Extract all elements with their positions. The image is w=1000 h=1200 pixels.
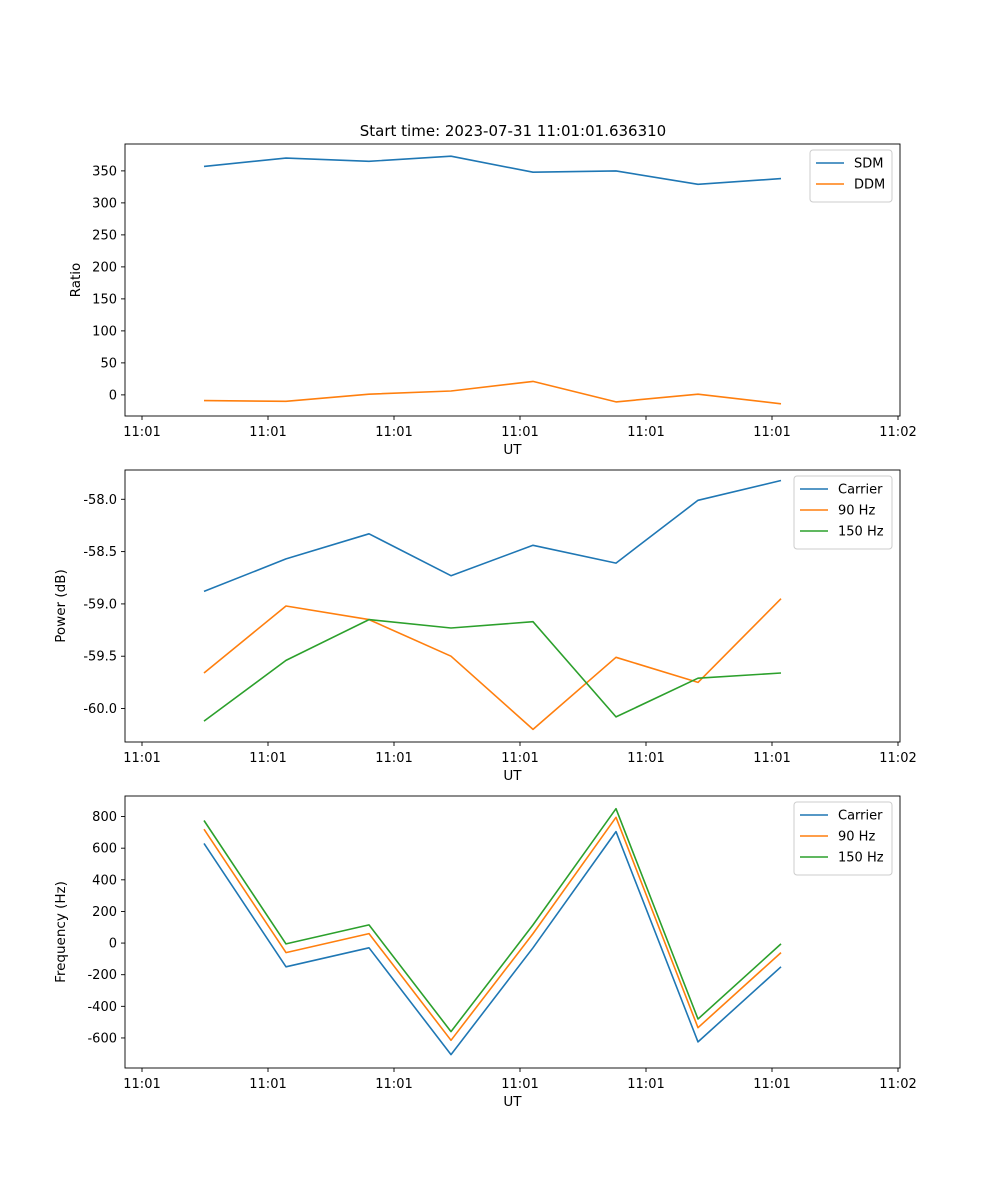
frequency-legend: Carrier 90 Hz 150 Hz: [793, 801, 893, 876]
frequency-legend-label: 90 Hz: [838, 830, 875, 845]
power-axes-frame: [124, 469, 901, 743]
ratio-series-line-sdm: [203, 155, 782, 186]
power-x-tick-label: 11:01: [753, 751, 790, 766]
power-y-tick-label: -59.5: [83, 650, 117, 665]
power-series-line-150-hz: [203, 618, 782, 722]
frequency-y-tick-label: -600: [87, 1031, 117, 1046]
ratio-legend-label: SDM: [854, 157, 883, 172]
ratio-y-axis-label: Ratio: [68, 263, 84, 298]
power-y-tick-label: -60.0: [83, 702, 117, 717]
frequency-y-tick-label: -200: [87, 968, 117, 983]
ratio-y-tick-label: 50: [100, 356, 117, 371]
figure-title: Start time: 2023-07-31 11:01:01.636310: [360, 122, 666, 140]
frequency-x-axis-label: UT: [503, 1094, 522, 1110]
frequency-y-tick-label: 600: [92, 842, 117, 857]
power-x-tick-label: 11:02: [879, 751, 916, 766]
ratio-y-tick-label: 0: [109, 388, 117, 403]
power-legend-label: 90 Hz: [838, 504, 875, 519]
power-x-tick-label: 11:01: [249, 751, 286, 766]
frequency-x-tick-label: 11:01: [627, 1077, 664, 1092]
power-x-tick-label: 11:01: [375, 751, 412, 766]
frequency-series-line-90-hz: [203, 816, 782, 1042]
ratio-y-tick-label: 300: [92, 196, 117, 211]
frequency-series-line-150-hz: [203, 807, 782, 1033]
frequency-legend-label: 150 Hz: [838, 851, 884, 866]
chart-panels: 11:01 11:01 11:01 11:01 11:01 11:01 11:02 UT 0 50…: [53, 143, 917, 1110]
frequency-y-axis-label: Frequency (Hz): [53, 881, 69, 983]
ratio-x-tick-label: 11:01: [627, 425, 664, 440]
power-x-tick-label: 11:01: [501, 751, 538, 766]
frequency-y-tick-label: 200: [92, 905, 117, 920]
ratio-legend: SDM DDM: [809, 149, 893, 203]
ratio-x-tick-label: 11:01: [123, 425, 160, 440]
ratio-panel: 11:01 11:01 11:01 11:01 11:01 11:01 11:02 UT 0 50…: [68, 143, 917, 458]
power-legend: Carrier 90 Hz 150 Hz: [793, 475, 893, 550]
frequency-x-tick-label: 11:02: [879, 1077, 916, 1092]
ratio-y-tick-label: 350: [92, 164, 117, 179]
ratio-series-line-ddm: [203, 380, 782, 405]
power-x-axis-label: UT: [503, 768, 522, 784]
frequency-y-tick-label: 0: [109, 937, 117, 952]
frequency-x-tick-label: 11:01: [753, 1077, 790, 1092]
power-y-axis-label: Power (dB): [53, 569, 69, 642]
frequency-x-tick-label: 11:01: [123, 1077, 160, 1092]
power-series-line-90-hz: [203, 598, 782, 731]
power-legend-label: 150 Hz: [838, 525, 884, 540]
ratio-x-axis-label: UT: [503, 442, 522, 458]
frequency-x-tick-label: 11:01: [375, 1077, 412, 1092]
ratio-y-tick-label: 150: [92, 292, 117, 307]
frequency-y-tick-label: 800: [92, 810, 117, 825]
ratio-axes-frame: [124, 143, 901, 417]
frequency-y-tick-label: -400: [87, 1000, 117, 1015]
ratio-legend-label: DDM: [854, 178, 885, 193]
frequency-legend-label: Carrier: [838, 809, 883, 824]
ratio-x-tick-label: 11:01: [753, 425, 790, 440]
ratio-y-tick-label: 200: [92, 260, 117, 275]
ratio-y-tick-label: 250: [92, 228, 117, 243]
ratio-y-tick-label: 100: [92, 324, 117, 339]
power-y-tick-label: -58.0: [83, 493, 117, 508]
frequency-series-line-carrier: [203, 830, 782, 1056]
ratio-x-tick-label: 11:01: [375, 425, 412, 440]
power-x-tick-label: 11:01: [123, 751, 160, 766]
ratio-x-tick-label: 11:02: [879, 425, 916, 440]
power-series-line-carrier: [203, 479, 782, 593]
ratio-x-tick-label: 11:01: [501, 425, 538, 440]
frequency-y-tick-label: 400: [92, 873, 117, 888]
power-x-tick-label: 11:01: [627, 751, 664, 766]
frequency-x-tick-label: 11:01: [249, 1077, 286, 1092]
power-legend-label: Carrier: [838, 483, 883, 498]
frequency-x-tick-label: 11:01: [501, 1077, 538, 1092]
frequency-axes-frame: [124, 795, 901, 1069]
power-panel: 11:01 11:01 11:01 11:01 11:01 11:01 11:02 UT -60…: [53, 469, 917, 784]
frequency-panel: 11:01 11:01 11:01 11:01 11:01 11:01 11:02 UT -60…: [53, 795, 917, 1110]
power-y-tick-label: -58.5: [83, 545, 117, 560]
ratio-x-tick-label: 11:01: [249, 425, 286, 440]
power-y-tick-label: -59.0: [83, 597, 117, 612]
